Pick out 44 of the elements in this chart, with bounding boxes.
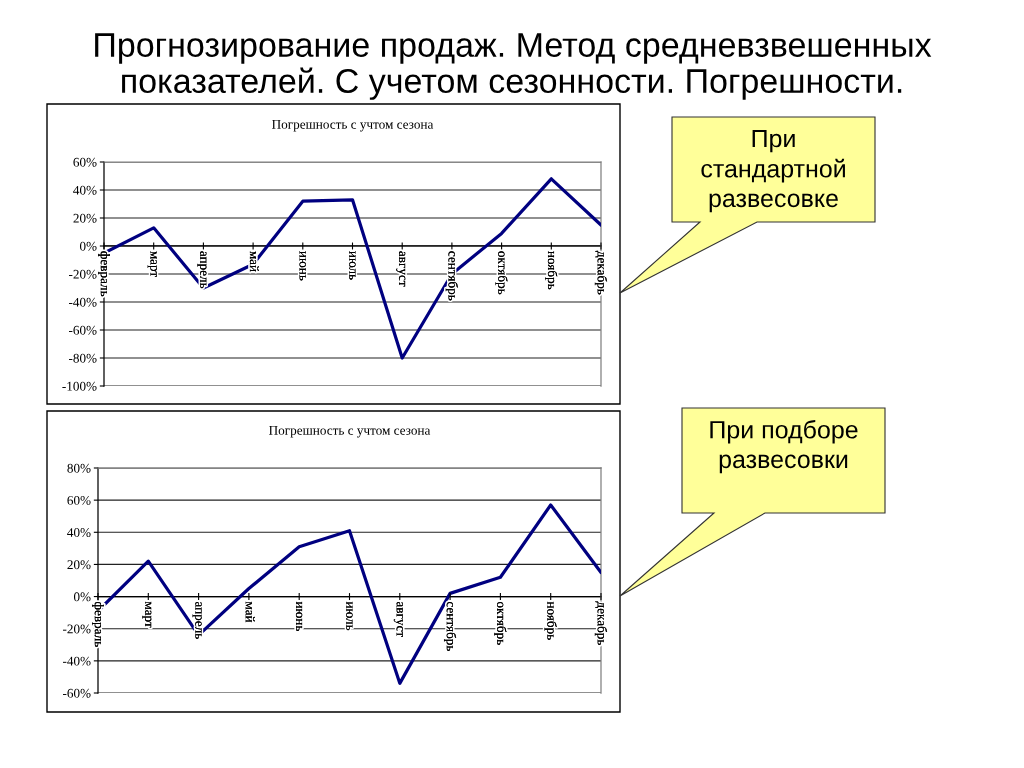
y-tick-label: -20%	[68, 269, 97, 279]
x-tick-label: апрель	[192, 601, 202, 639]
chart-title: Погрешность с учтом сезона	[272, 120, 434, 132]
x-tick-label: февраль	[92, 601, 104, 647]
y-tick-label: 0%	[73, 592, 91, 602]
y-tick-label: -20%	[62, 624, 91, 634]
x-tick-label: март	[142, 601, 152, 628]
text: При стандартной развесовке	[701, 129, 845, 213]
x-tick-label: декабрь	[594, 601, 608, 645]
x-tick-label: февраль	[98, 251, 110, 297]
y-tick-label: 40%	[73, 185, 97, 195]
y-tick-label: -40%	[62, 656, 91, 666]
x-tick-label: октябрь	[495, 251, 508, 295]
x-tick-label: март	[147, 251, 157, 277]
x-tick-label: июль	[349, 251, 356, 280]
text: Прогнозирование продаж. Метод средневзвешенных показателей. С учетом сезонности. Погрешности.	[95, 33, 932, 100]
x-tick-label: ноябрь	[545, 251, 558, 290]
x-tick-label: август	[396, 251, 406, 287]
x-tick-label: июль	[346, 601, 353, 631]
x-tick-label: декабрь	[594, 250, 608, 295]
x-tick-label: август	[393, 601, 403, 637]
x-tick-label: апрель	[197, 251, 207, 289]
y-tick-label: 20%	[67, 560, 91, 570]
y-tick-label: -60%	[62, 688, 91, 698]
y-tick-label: 60%	[73, 157, 97, 167]
chart-title: Погрешность с учтом сезона	[269, 426, 431, 438]
y-tick-label: -100%	[62, 381, 97, 391]
y-tick-label: 0%	[79, 241, 97, 251]
x-tick-label: июнь	[299, 251, 306, 281]
y-tick-label: 60%	[67, 495, 91, 505]
y-tick-label: 20%	[73, 213, 97, 223]
x-tick-label: сентябрь	[443, 601, 457, 651]
y-tick-label: -80%	[68, 353, 97, 363]
y-tick-label: 40%	[67, 528, 91, 538]
y-tick-label: 80%	[67, 463, 91, 473]
x-tick-label: май	[249, 251, 259, 272]
x-tick-label: июнь	[295, 601, 303, 632]
x-tick-label: сентябрь	[445, 251, 459, 301]
x-tick-label: ноябрь	[544, 601, 557, 640]
y-tick-label: -40%	[68, 297, 97, 307]
text: При подборе развесовки	[710, 420, 858, 474]
x-tick-label: май	[245, 601, 255, 623]
y-tick-label: -60%	[68, 325, 97, 335]
x-tick-label: октябрь	[494, 601, 507, 645]
